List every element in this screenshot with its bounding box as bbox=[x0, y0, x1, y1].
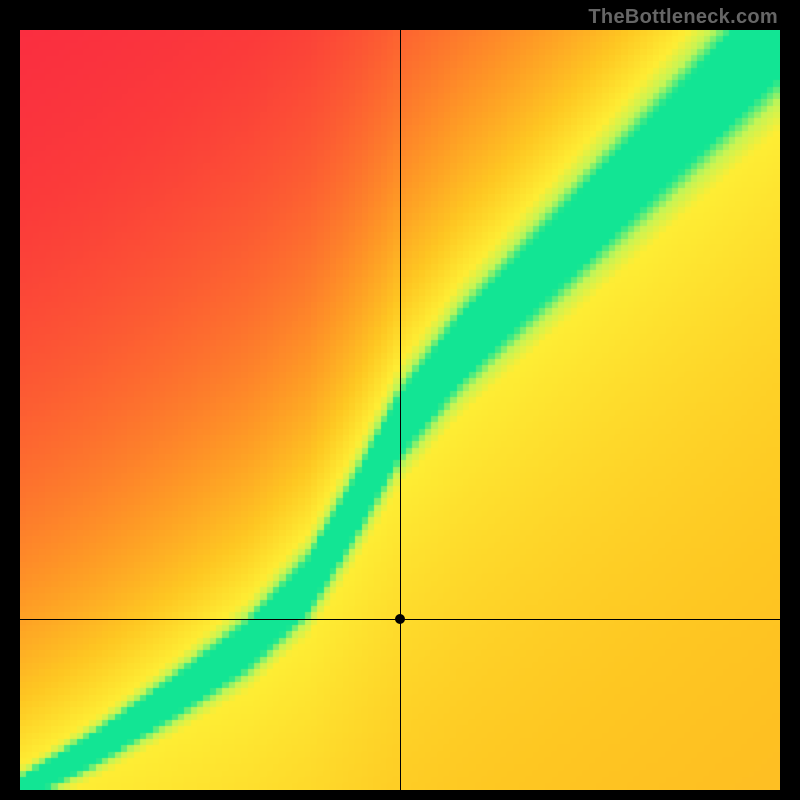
crosshair-marker bbox=[395, 614, 405, 624]
crosshair-vertical bbox=[400, 30, 401, 790]
figure-root: TheBottleneck.com bbox=[0, 0, 800, 800]
plot-area bbox=[20, 30, 780, 790]
watermark-text: TheBottleneck.com bbox=[588, 6, 778, 29]
